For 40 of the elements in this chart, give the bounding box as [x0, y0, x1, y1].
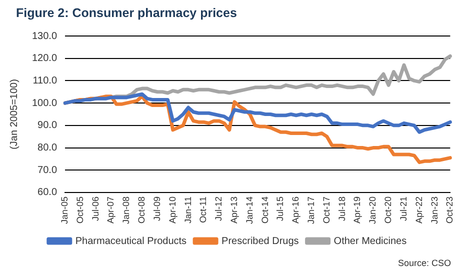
x-tick-label: Jul-09 [152, 196, 162, 221]
x-tick-label: Oct-11 [198, 196, 208, 223]
y-tick-label: 120.0 [32, 53, 58, 64]
x-tick-label: Jan-14 [244, 196, 254, 224]
x-tick-label: Oct-14 [260, 196, 270, 224]
x-tick-label: Jul-21 [398, 196, 408, 221]
x-tick-label: Apr-10 [167, 196, 178, 224]
y-tick-label: 80.0 [38, 142, 58, 154]
x-tick-label: Apr-07 [106, 196, 116, 224]
x-tick-label: Jan-11 [182, 196, 193, 224]
x-tick-label: Oct-05 [74, 196, 85, 224]
y-tick-label: 60.0 [38, 187, 58, 198]
x-tick-label: Jan-20 [368, 196, 378, 224]
x-tick-label: Oct-23 [444, 196, 455, 224]
y-axis-title: (Jan 2005=100) [8, 79, 20, 150]
x-tick-label: Jan-23 [429, 196, 440, 224]
x-tick-label: Jul-15 [275, 196, 286, 221]
x-tick-label: Jul-06 [90, 196, 100, 221]
x-tick-label: Apr-16 [290, 196, 301, 224]
x-tick-label: Jul-12 [214, 196, 224, 221]
y-tick-label: 130.0 [32, 30, 58, 42]
x-tick-label: Apr-13 [228, 196, 239, 224]
y-tick-label: 110.0 [32, 75, 58, 86]
source-note: Source: CSO [398, 258, 451, 268]
legend-label: Other Medicines [334, 236, 407, 247]
x-tick-label: Apr-22 [414, 196, 424, 224]
x-tick-label: Apr-19 [352, 196, 362, 224]
legend-label: Prescribed Drugs [222, 236, 299, 247]
legend-label: Pharmaceutical Products [75, 236, 187, 247]
x-tick-label: Oct-20 [383, 196, 394, 224]
y-tick-label: 90.0 [38, 120, 58, 132]
y-tick-label: 70.0 [38, 164, 58, 176]
x-tick-label: Oct-08 [136, 196, 147, 224]
y-tick-label: 100.0 [32, 98, 58, 109]
x-tick-label: Jan-08 [121, 196, 132, 224]
x-tick-label: Jul-18 [336, 196, 347, 221]
x-tick-label: Jan-05 [60, 196, 70, 224]
chart-title: Figure 2: Consumer pharmacy prices [16, 6, 237, 20]
x-tick-label: Jan-17 [306, 196, 316, 224]
x-tick-label: Oct-17 [321, 196, 332, 224]
